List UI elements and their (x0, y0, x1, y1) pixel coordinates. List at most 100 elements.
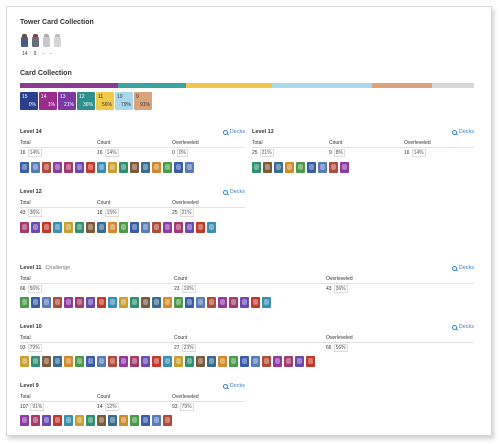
card-thumbnail[interactable] (42, 415, 51, 426)
card-thumbnail[interactable] (196, 297, 205, 308)
card-thumbnail[interactable] (229, 356, 238, 367)
card-thumbnail[interactable] (64, 222, 73, 233)
card-thumbnail[interactable] (273, 356, 282, 367)
level-badge[interactable]: 9 91% (134, 92, 152, 110)
card-thumbnail[interactable] (42, 297, 51, 308)
tower-card-icon[interactable] (42, 34, 51, 48)
card-thumbnail[interactable] (20, 297, 29, 308)
tower-card-icon[interactable] (53, 34, 62, 48)
card-thumbnail[interactable] (42, 356, 51, 367)
card-thumbnail[interactable] (307, 162, 316, 173)
card-thumbnail[interactable] (42, 222, 51, 233)
tower-card-icon[interactable] (20, 34, 29, 48)
card-thumbnail[interactable] (141, 415, 150, 426)
decks-link[interactable]: Decks (451, 129, 474, 135)
card-thumbnail[interactable] (207, 222, 216, 233)
card-thumbnail[interactable] (152, 162, 161, 173)
card-thumbnail[interactable] (196, 222, 205, 233)
card-thumbnail[interactable] (174, 222, 183, 233)
card-thumbnail[interactable] (340, 162, 349, 173)
card-thumbnail[interactable] (185, 297, 194, 308)
card-thumbnail[interactable] (20, 222, 29, 233)
card-thumbnail[interactable] (185, 162, 194, 173)
level-badge[interactable]: 12 36% (77, 92, 95, 110)
card-thumbnail[interactable] (108, 356, 117, 367)
card-thumbnail[interactable] (20, 356, 29, 367)
card-thumbnail[interactable] (152, 356, 161, 367)
card-thumbnail[interactable] (119, 162, 128, 173)
card-thumbnail[interactable] (31, 297, 40, 308)
card-thumbnail[interactable] (31, 222, 40, 233)
card-thumbnail[interactable] (274, 162, 283, 173)
card-thumbnail[interactable] (141, 162, 150, 173)
card-thumbnail[interactable] (252, 162, 261, 173)
card-thumbnail[interactable] (108, 415, 117, 426)
card-thumbnail[interactable] (75, 297, 84, 308)
card-thumbnail[interactable] (75, 162, 84, 173)
card-thumbnail[interactable] (251, 297, 260, 308)
level-badge[interactable]: 13 21% (58, 92, 76, 110)
card-thumbnail[interactable] (152, 415, 161, 426)
card-thumbnail[interactable] (251, 356, 260, 367)
card-thumbnail[interactable] (141, 297, 150, 308)
card-thumbnail[interactable] (218, 356, 227, 367)
card-thumbnail[interactable] (97, 222, 106, 233)
card-thumbnail[interactable] (53, 162, 62, 173)
card-thumbnail[interactable] (262, 297, 271, 308)
card-thumbnail[interactable] (329, 162, 338, 173)
card-thumbnail[interactable] (119, 297, 128, 308)
card-thumbnail[interactable] (130, 222, 139, 233)
card-thumbnail[interactable] (108, 222, 117, 233)
card-thumbnail[interactable] (185, 222, 194, 233)
card-thumbnail[interactable] (53, 415, 62, 426)
level-badge[interactable]: 14 1% (39, 92, 57, 110)
card-thumbnail[interactable] (64, 297, 73, 308)
card-thumbnail[interactable] (75, 356, 84, 367)
card-thumbnail[interactable] (174, 297, 183, 308)
card-thumbnail[interactable] (163, 162, 172, 173)
card-thumbnail[interactable] (97, 297, 106, 308)
card-thumbnail[interactable] (196, 356, 205, 367)
card-thumbnail[interactable] (163, 415, 172, 426)
level-badge[interactable]: 10 79% (115, 92, 133, 110)
card-thumbnail[interactable] (263, 162, 272, 173)
card-thumbnail[interactable] (64, 162, 73, 173)
card-thumbnail[interactable] (119, 415, 128, 426)
card-thumbnail[interactable] (108, 162, 117, 173)
card-thumbnail[interactable] (130, 415, 139, 426)
card-thumbnail[interactable] (306, 356, 315, 367)
card-thumbnail[interactable] (75, 222, 84, 233)
card-thumbnail[interactable] (75, 415, 84, 426)
decks-link[interactable]: Decks (222, 189, 245, 195)
card-thumbnail[interactable] (284, 356, 293, 367)
card-thumbnail[interactable] (229, 297, 238, 308)
card-thumbnail[interactable] (207, 297, 216, 308)
card-thumbnail[interactable] (152, 222, 161, 233)
card-thumbnail[interactable] (31, 356, 40, 367)
card-thumbnail[interactable] (174, 162, 183, 173)
card-thumbnail[interactable] (86, 415, 95, 426)
card-thumbnail[interactable] (163, 356, 172, 367)
card-thumbnail[interactable] (163, 222, 172, 233)
card-thumbnail[interactable] (20, 162, 29, 173)
card-thumbnail[interactable] (130, 162, 139, 173)
card-thumbnail[interactable] (86, 356, 95, 367)
card-thumbnail[interactable] (97, 356, 106, 367)
card-thumbnail[interactable] (295, 356, 304, 367)
card-thumbnail[interactable] (97, 415, 106, 426)
card-thumbnail[interactable] (141, 222, 150, 233)
decks-link[interactable]: Decks (222, 129, 245, 135)
tower-card-icon[interactable] (31, 34, 40, 48)
card-thumbnail[interactable] (218, 297, 227, 308)
card-thumbnail[interactable] (285, 162, 294, 173)
card-thumbnail[interactable] (262, 356, 271, 367)
card-thumbnail[interactable] (108, 297, 117, 308)
card-thumbnail[interactable] (42, 162, 51, 173)
card-thumbnail[interactable] (53, 297, 62, 308)
level-badge[interactable]: 15 0% (20, 92, 38, 110)
card-thumbnail[interactable] (163, 297, 172, 308)
card-thumbnail[interactable] (207, 356, 216, 367)
card-thumbnail[interactable] (130, 356, 139, 367)
card-thumbnail[interactable] (318, 162, 327, 173)
card-thumbnail[interactable] (185, 356, 194, 367)
